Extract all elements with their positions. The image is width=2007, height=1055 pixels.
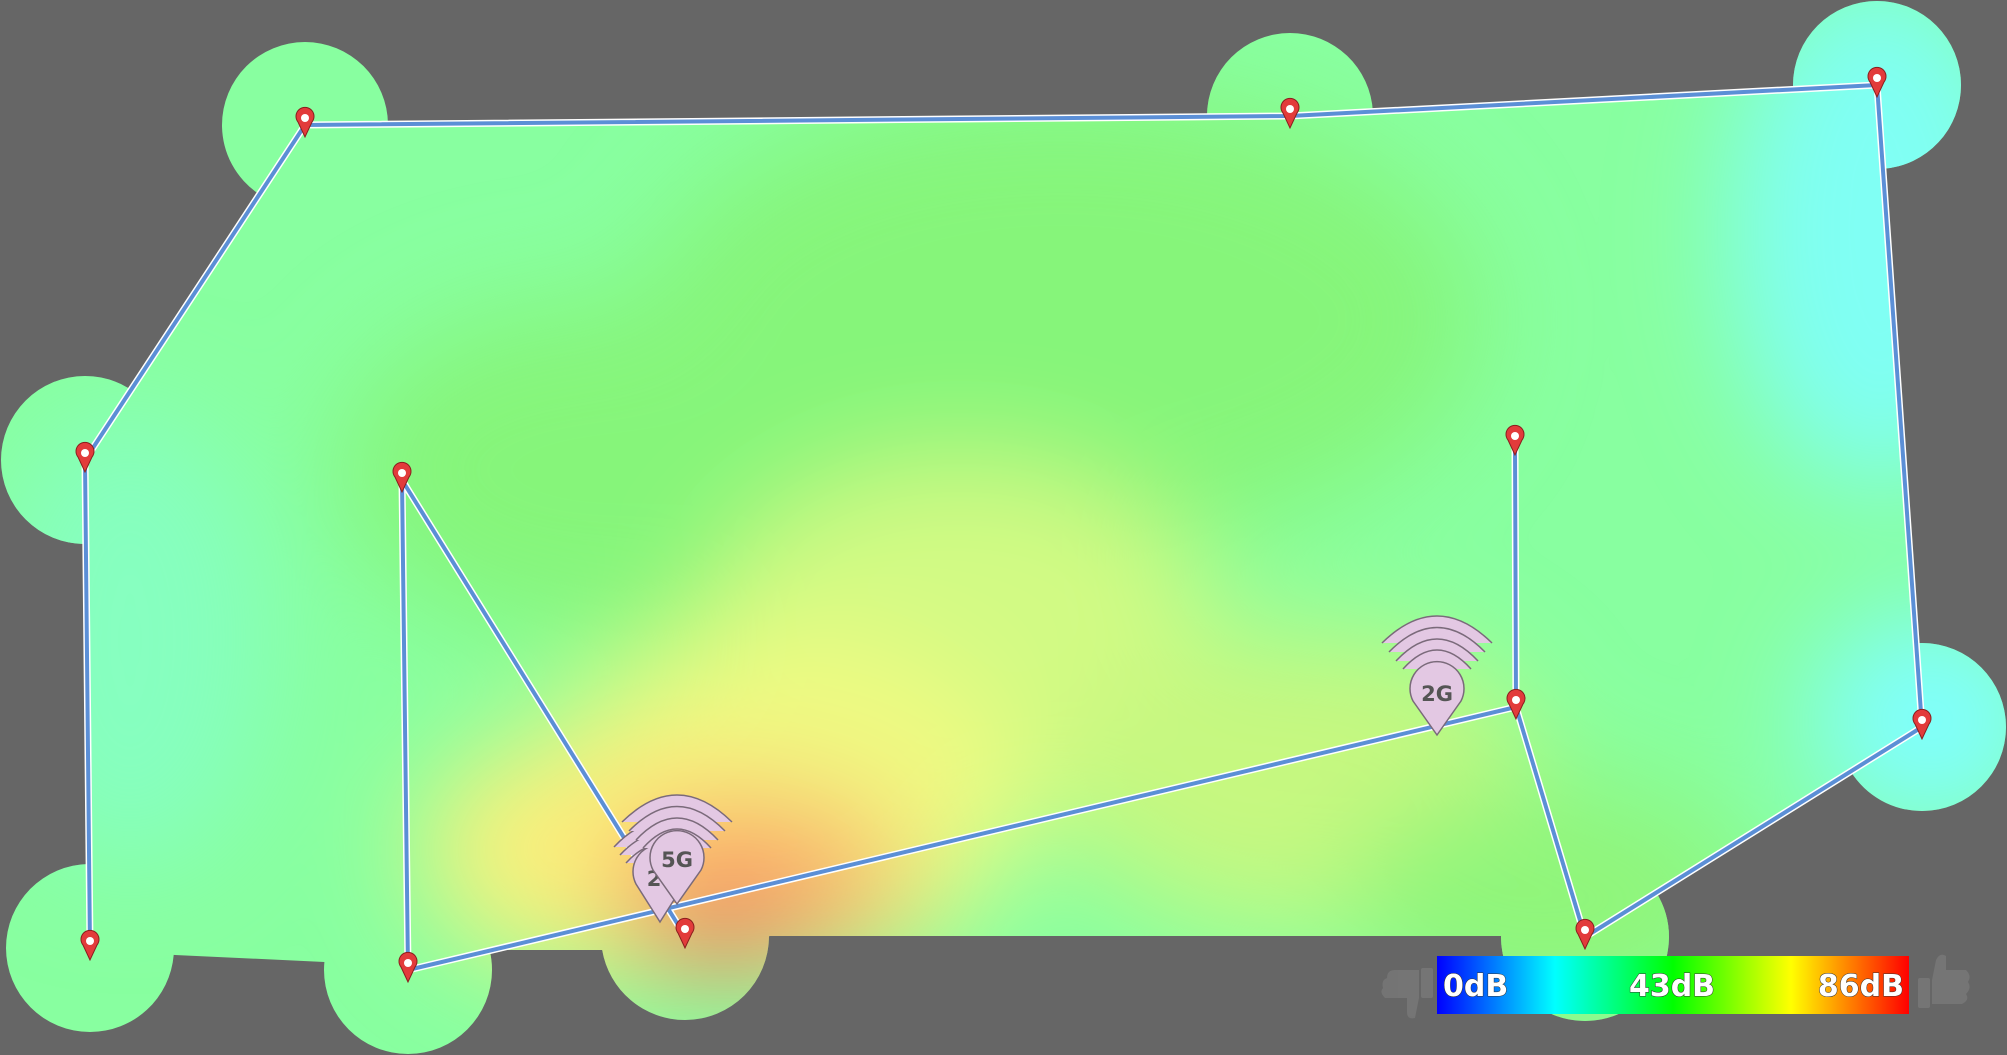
wall-vertex-marker-icon[interactable] [1280,97,1300,130]
wall-vertex-marker-icon[interactable] [75,441,95,474]
wifi-access-point-icon [1381,615,1493,737]
wall-vertex-marker-icon[interactable] [675,917,695,950]
wall-vertex-marker-icon[interactable] [392,461,412,494]
legend-gradient-bar [1437,956,1909,1014]
legend-mid-label: 43dB [1629,969,1715,1004]
legend-min-label: 0dB [1443,969,1508,1004]
thumbs-up-icon [1918,954,1970,1008]
access-point-band-label: 2G [1421,682,1453,706]
legend-max-label: 86dB [1818,969,1904,1004]
wifi-access-point-icon [621,794,733,906]
wall-vertex-marker-icon[interactable] [1506,688,1526,721]
access-point-band-label: 5G [661,848,693,872]
thumbs-down-icon [1381,968,1433,1019]
wall-vertex-marker-icon[interactable] [1505,424,1525,457]
wall-vertex-marker-icon[interactable] [80,929,100,962]
wall-vertex-marker-icon[interactable] [1867,66,1887,99]
wall-vertex-marker-icon[interactable] [1575,918,1595,951]
access-point-5g[interactable]: 5G [621,794,733,906]
signal-legend: 0dB 43dB 86dB [1381,954,1970,1019]
wall-vertex-marker-icon[interactable] [398,951,418,984]
wall-vertex-markers[interactable] [75,66,1932,984]
wall-vertex-marker-icon[interactable] [1912,708,1932,741]
wall-vertex-marker-icon[interactable] [295,106,315,139]
access-point-2g[interactable]: 2G [1381,615,1493,737]
